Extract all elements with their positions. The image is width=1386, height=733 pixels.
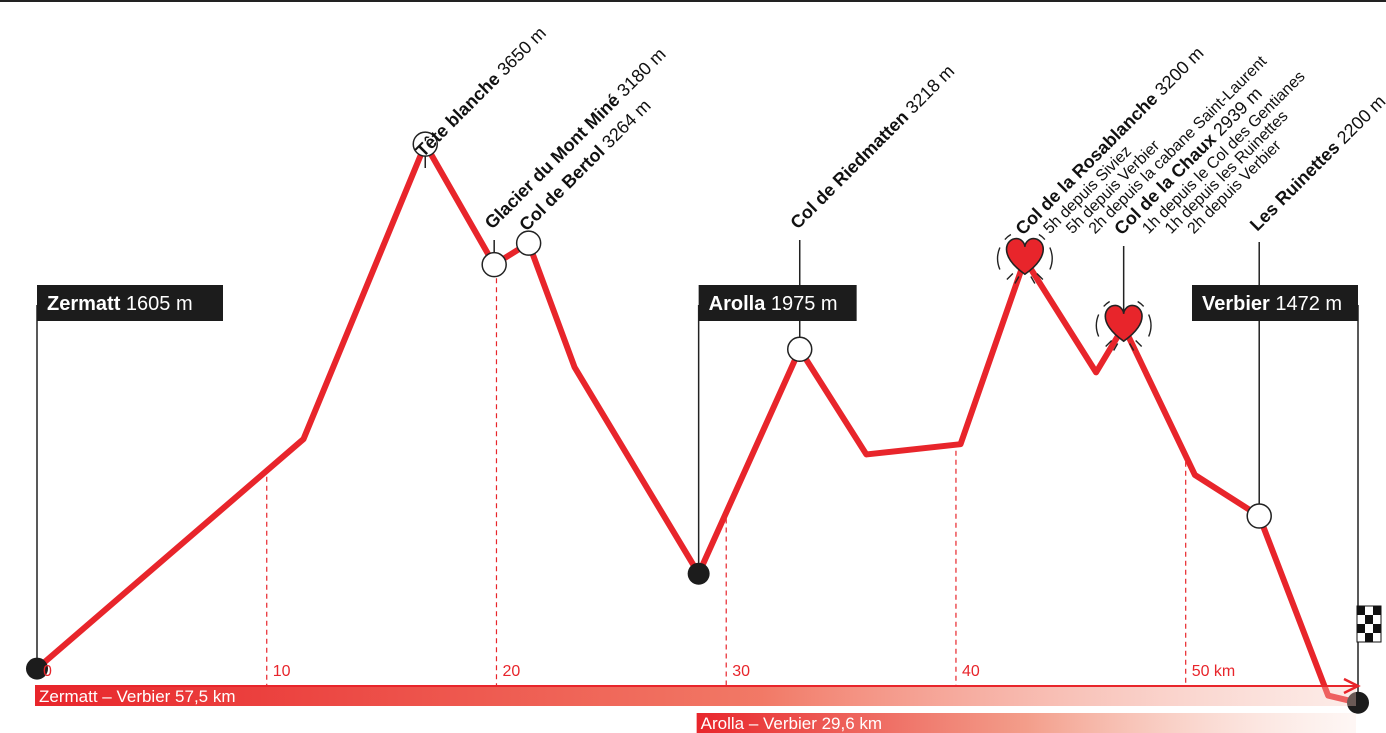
summit-altitude-5: 3218 m: [898, 61, 958, 121]
km-gridline-group: [266, 269, 1187, 685]
summit-label-1: Tête blanche 3650 m: [412, 23, 550, 161]
x-tick-label-50: 50 km: [1192, 663, 1236, 680]
heart-vibration: [1038, 233, 1046, 241]
endpoint-dot-4: [687, 562, 710, 585]
route-line: [34, 141, 1361, 706]
distance-bar-label-0: Zermatt – Verbier 57,5 km: [39, 687, 236, 706]
heart-shape: [1005, 237, 1045, 276]
waypoint-circle-5: [786, 336, 813, 363]
x-tick-label-30: 30: [732, 663, 750, 680]
x-tick-label-group: 0 10 20 30 40 50 km: [43, 663, 1235, 680]
heart-vibration: [996, 247, 1001, 270]
waypoint-marker-group: [26, 131, 1382, 714]
finish-flag-cell: [1357, 624, 1365, 633]
heart-vibration: [1148, 314, 1152, 337]
location-box-0: [37, 285, 223, 321]
heart-vibration: [1103, 300, 1111, 307]
distance-bar-1: [696, 713, 1356, 733]
summit-label-5: Col de Riedmatten 3218 m: [786, 61, 958, 233]
heart-vibration: [1004, 233, 1012, 241]
location-box-4: [698, 285, 857, 321]
heart-shape: [1104, 304, 1143, 343]
endpoint-dot-0: [26, 657, 48, 680]
location-label-4: Arolla 1975 m: [709, 293, 838, 315]
location-box-9: [1192, 285, 1358, 321]
distance-arrow-head: [1343, 677, 1361, 695]
finish-flag-cell: [1365, 615, 1373, 624]
heart-vibration: [1105, 339, 1143, 351]
finish-flag-cell: [1373, 624, 1381, 633]
finish-flag-cell: [1365, 633, 1373, 642]
summit-name-5: Col de Riedmatten: [786, 107, 912, 233]
location-altitude-9: 1472 m: [1270, 293, 1342, 315]
summit-title-5: Col de Riedmatten 3218 m: [786, 61, 958, 233]
heart-icon-7: [1095, 300, 1152, 351]
x-tick-label-40: 40: [962, 663, 980, 680]
finish-flag-cell: [1373, 606, 1381, 615]
waypoint-circle-1: [412, 131, 439, 157]
summit-altitude-8: 2200 m: [1329, 91, 1386, 151]
summit-name-1: Tête blanche: [412, 69, 504, 161]
route-line-group: [34, 141, 1361, 706]
heart-icon-6: [996, 233, 1053, 284]
waypoint-circle-8: [1246, 503, 1272, 529]
finish-flag-cell: [1357, 606, 1365, 615]
heart-vibration: [1095, 314, 1100, 337]
heart-vibration: [1006, 273, 1044, 284]
x-tick-label-10: 10: [273, 663, 291, 680]
location-name-0: Zermatt: [47, 293, 121, 315]
distance-bar-0: [35, 686, 1356, 706]
summit-altitude-6: 3200 m: [1147, 43, 1207, 103]
waypoint-circle-2: [481, 251, 507, 278]
x-tick-label-0: 0: [43, 663, 52, 680]
location-altitude-4: 1975 m: [765, 293, 837, 315]
top-rule: [0, 0, 1386, 2]
location-label-9: Verbier 1472 m: [1202, 293, 1342, 315]
heart-vibration: [1137, 300, 1145, 307]
distance-bar-group: Zermatt – Verbier 57,5 km Arolla – Verbie…: [35, 677, 1361, 733]
x-tick-label-20: 20: [502, 663, 520, 680]
location-name-9: Verbier: [1202, 293, 1270, 315]
summit-title-1: Tête blanche 3650 m: [412, 23, 550, 161]
waypoint-circle-3: [515, 230, 542, 256]
location-altitude-0: 1605 m: [120, 293, 192, 315]
finish-flag-icon: [1356, 605, 1382, 643]
summit-altitude-1: 3650 m: [490, 23, 550, 83]
location-name-4: Arolla: [709, 293, 767, 315]
heart-vibration: [1049, 247, 1053, 270]
distance-bar-label-1: Arolla – Verbier 29,6 km: [701, 714, 882, 733]
location-label-0: Zermatt 1605 m: [47, 293, 193, 315]
